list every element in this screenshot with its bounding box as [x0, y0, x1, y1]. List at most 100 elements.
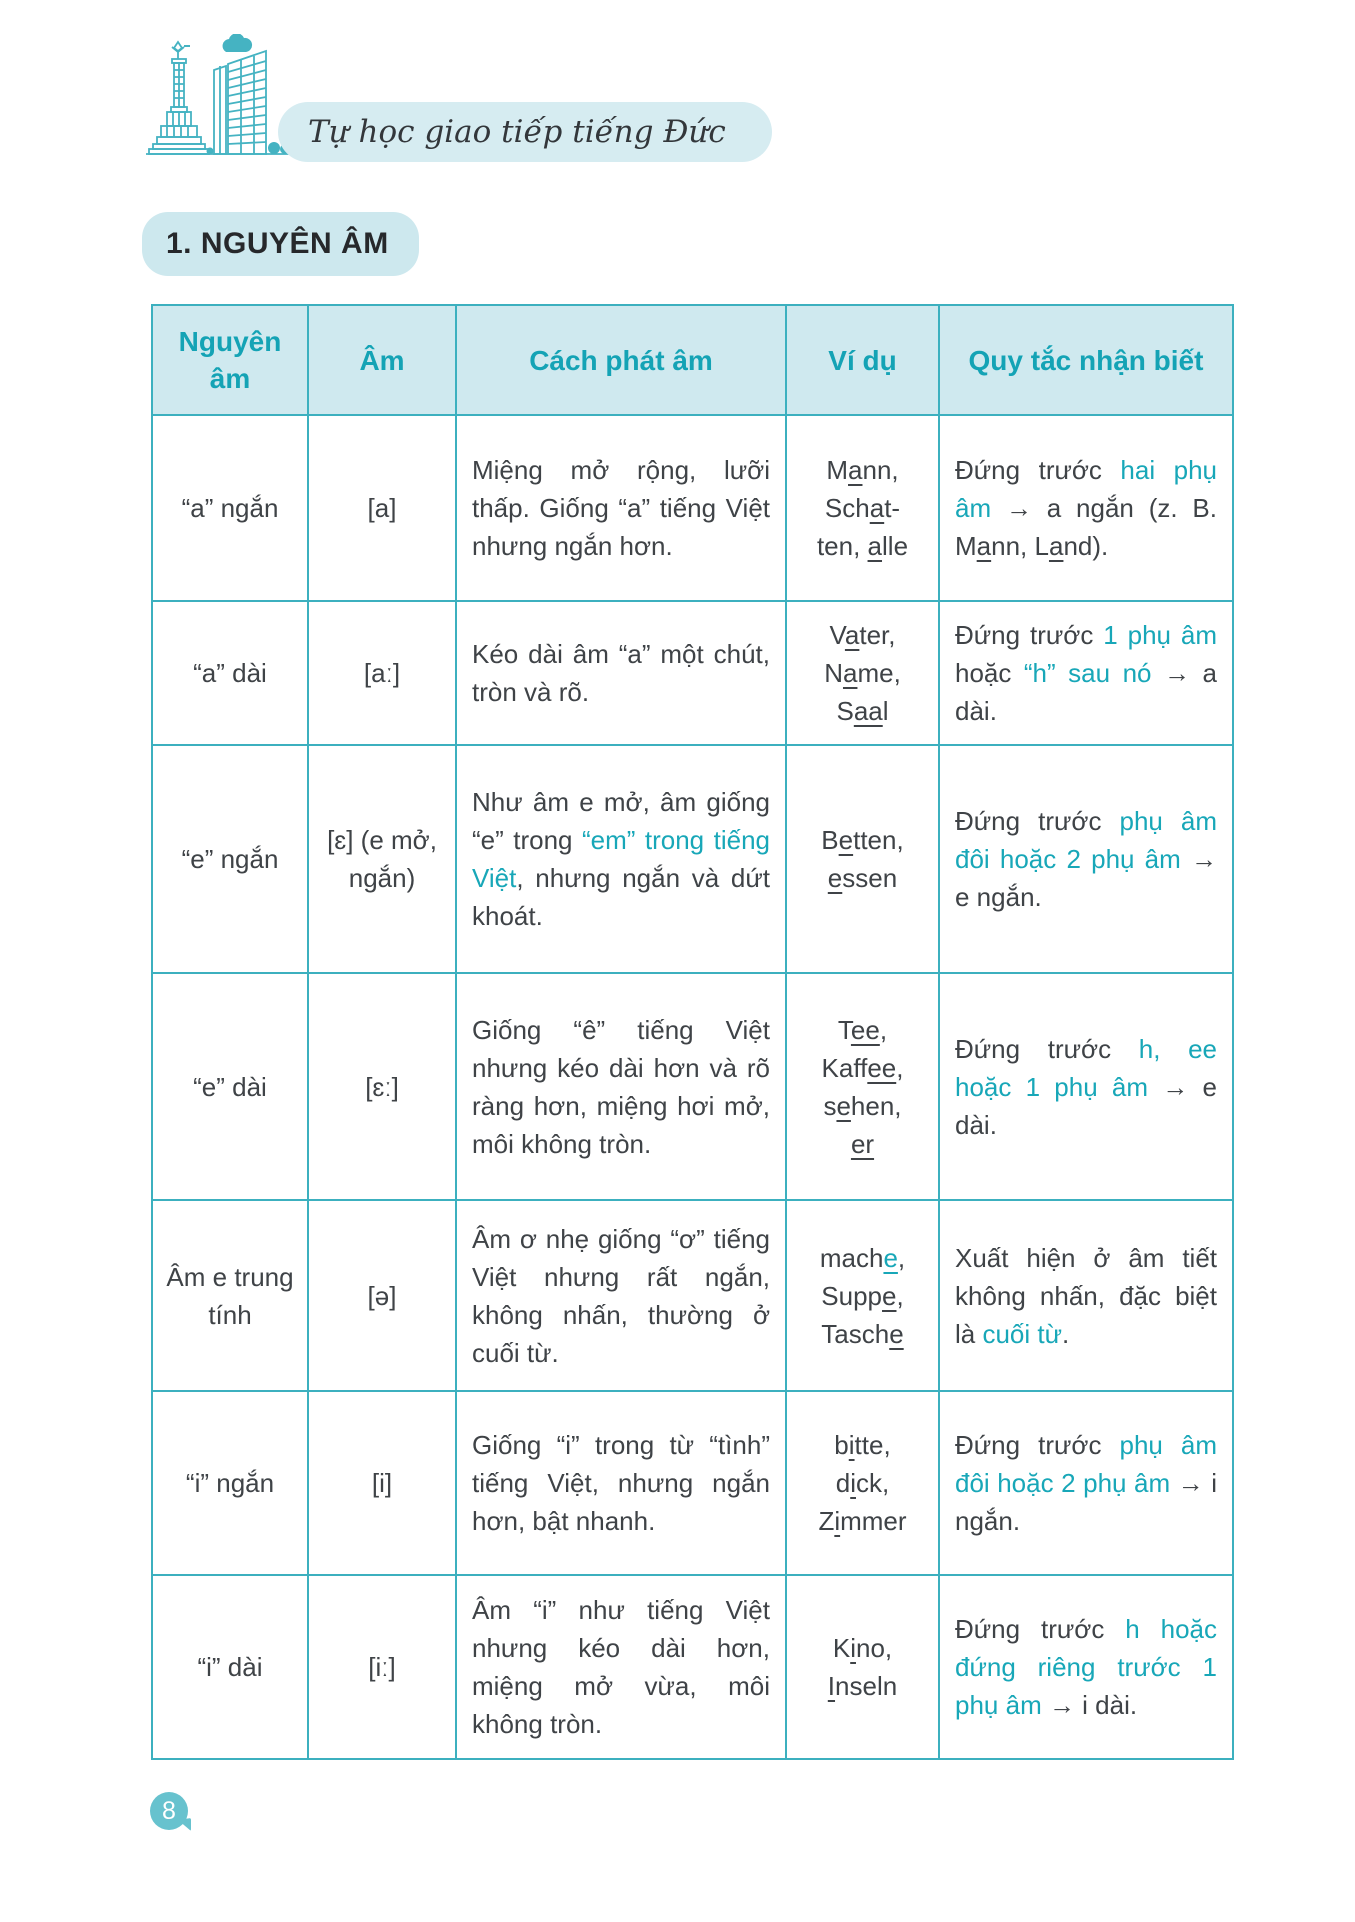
underlined-letter: aa [853, 696, 883, 726]
example-word: sehen, [793, 1087, 932, 1125]
highlight-text: h, ee hoặc 1 phụ âm [955, 1033, 1218, 1102]
text-segment: Như âm e mở, âm giống “e” trong [472, 787, 770, 855]
example-word: essen [793, 859, 932, 897]
text-segment: Đứng trước [955, 620, 1104, 650]
underlined-letter: ee [850, 1014, 880, 1045]
text-segment: → i ngắn. [955, 1468, 1217, 1536]
ipa-cell: [a] [307, 414, 457, 602]
underlined-letter: a [1048, 531, 1064, 561]
pronunciation-cell: Kéo dài âm “a” một chút, tròn và rõ. [455, 600, 787, 746]
text-segment: Âm “i” như tiếng Việt nhưng kéo dài hơn,… [472, 1595, 770, 1739]
cloud-icon [222, 33, 253, 52]
text-segment: ter, [859, 620, 896, 650]
highlight-text: 1 phụ âm [1103, 620, 1218, 650]
column-header-1: Nguyên âm [151, 304, 309, 416]
text-segment: Giống “ê” tiếng Việt nhưng kéo dài hơn v… [472, 1014, 770, 1159]
underlined-letter: e [827, 863, 843, 893]
text-segment: B [821, 825, 839, 855]
highlight-text: “h” sau nó [1023, 658, 1152, 688]
pronunciation-cell: Như âm e mở, âm giống “e” trong “em” tro… [455, 744, 787, 974]
text-segment: K [832, 1633, 851, 1663]
underlined-letter: er [850, 1128, 875, 1159]
text-segment: , nhưng ngắn và dứt khoát. [472, 863, 770, 931]
example-word: Mann, [793, 451, 932, 489]
example-word: Kino, [793, 1629, 932, 1667]
text-segment: ck, [856, 1468, 890, 1498]
text-segment: me, [857, 658, 901, 688]
text-segment: hoặc [955, 658, 1024, 688]
example-word: er [793, 1125, 932, 1163]
ipa-line: [i] [371, 1468, 393, 1498]
underlined-letter: e [836, 1090, 851, 1121]
ipa-line: [ə] [367, 1280, 397, 1311]
highlight-text: “em” trong tiếng Việt [472, 825, 770, 893]
ipa-line: ngắn) [348, 863, 416, 893]
pronunciation-cell: Miệng mở rộng, lưỡi thấp. Giống “a” tiến… [455, 414, 787, 602]
text-segment: Đứng trước [955, 1614, 1126, 1644]
table-header: Nguyên âm Âm Cách phát âm Ví dụ Quy tắc nhận… [151, 304, 1234, 416]
text-segment: lle [882, 531, 909, 561]
text-segment: l [882, 696, 889, 726]
text-segment: T [837, 1014, 851, 1045]
text-segment: s [823, 1090, 837, 1121]
page-number-badge: 8 [150, 1792, 188, 1830]
example-word: Kaffee, [793, 1049, 932, 1087]
vowel-cell: “i” dài [151, 1574, 309, 1760]
examples-cell: Kino, Inseln [785, 1574, 940, 1760]
text-segment: nd). [1063, 531, 1109, 561]
table-row: “a” ngắn [a] Miệng mở rộng, lưỡi thấp. Giố… [151, 414, 1234, 602]
rule-cell: Đứng trước phụ âm đôi hoặc 2 phụ âm → e … [938, 744, 1234, 974]
example-word: Name, [793, 654, 932, 692]
tree-icon [268, 142, 280, 154]
vowel-cell: “a” dài [151, 600, 309, 746]
vowel-cell: “i” ngắn [151, 1390, 309, 1576]
underlined-letter: a [842, 658, 858, 688]
table-row: Âm e trung tính [ə] Âm ơ nhẹ giống “ơ” tiế… [151, 1199, 1234, 1392]
vowel-cell: Âm e trung tính [151, 1199, 309, 1392]
vowel-cell: “a” ngắn [151, 414, 309, 602]
examples-cell: Vater, Name, Saal [785, 600, 940, 746]
text-segment: → e dài. [955, 1071, 1217, 1140]
text-segment: . [1062, 1318, 1070, 1349]
example-word: Tee, [793, 1011, 932, 1049]
text-segment: Kéo dài âm “a” một chút, tròn và rõ. [472, 639, 770, 707]
text-segment: mach [819, 1242, 884, 1273]
example-word: ten, alle [793, 527, 932, 565]
text-segment: , [897, 1242, 906, 1273]
underlined-letter: i [850, 1468, 856, 1498]
underlined-letter: a [869, 493, 885, 523]
table-header-row: Nguyên âm Âm Cách phát âm Ví dụ Quy tắc nhận… [151, 304, 1234, 416]
underlined-letter: e [889, 1318, 904, 1349]
column-header-2: Âm [307, 304, 457, 416]
rule-cell: Đứng trước phụ âm đôi hoặc 2 phụ âm → i … [938, 1390, 1234, 1576]
vowel-table: Nguyên âm Âm Cách phát âm Ví dụ Quy tắc nhận… [151, 304, 1234, 1760]
text-segment: nn, [862, 455, 899, 485]
bush-icon [206, 147, 214, 155]
text-segment: tte, [854, 1430, 891, 1460]
section-heading: 1. NGUYÊN ÂM [166, 227, 389, 260]
ipa-cell: [ɛ] (e mở, ngắn) [307, 744, 457, 974]
text-segment: Miệng mở rộng, lưỡi thấp. Giống “a” tiến… [472, 455, 770, 561]
pronunciation-cell: Giống “ê” tiếng Việt nhưng kéo dài hơn v… [455, 972, 787, 1201]
underlined-letter: e [883, 1242, 898, 1273]
pronunciation-cell: Âm ơ nhẹ giống “ơ” tiếng Việt nhưng rất … [455, 1199, 787, 1392]
underlined-letter: a [867, 531, 883, 561]
rule-cell: Xuất hiện ở âm tiết không nhấn, đặc biệt… [938, 1199, 1234, 1392]
highlight-text: cuối từ [982, 1318, 1063, 1349]
text-segment: d [835, 1468, 851, 1498]
example-word: bitte, [793, 1426, 932, 1464]
examples-cell: mache, Suppe, Tasche [785, 1199, 940, 1392]
underlined-letter: ee [867, 1052, 897, 1083]
underlined-letter: i [850, 1633, 856, 1663]
example-word: Tasche [793, 1315, 932, 1353]
text-segment: Z [818, 1506, 835, 1536]
text-segment: ten, [816, 531, 868, 561]
text-segment: b [834, 1430, 849, 1460]
table-row: “i” ngắn [i] Giống “i” trong từ “tình” tiế… [151, 1390, 1234, 1576]
berlin-landmarks-illustration [126, 33, 314, 180]
text-segment: Sch [824, 493, 870, 523]
highlight-text: phụ âm đôi hoặc 2 phụ âm [955, 806, 1217, 874]
text-segment: nn, L [991, 531, 1049, 561]
example-word: Suppe, [793, 1277, 932, 1315]
page-number: 8 [162, 1796, 176, 1825]
